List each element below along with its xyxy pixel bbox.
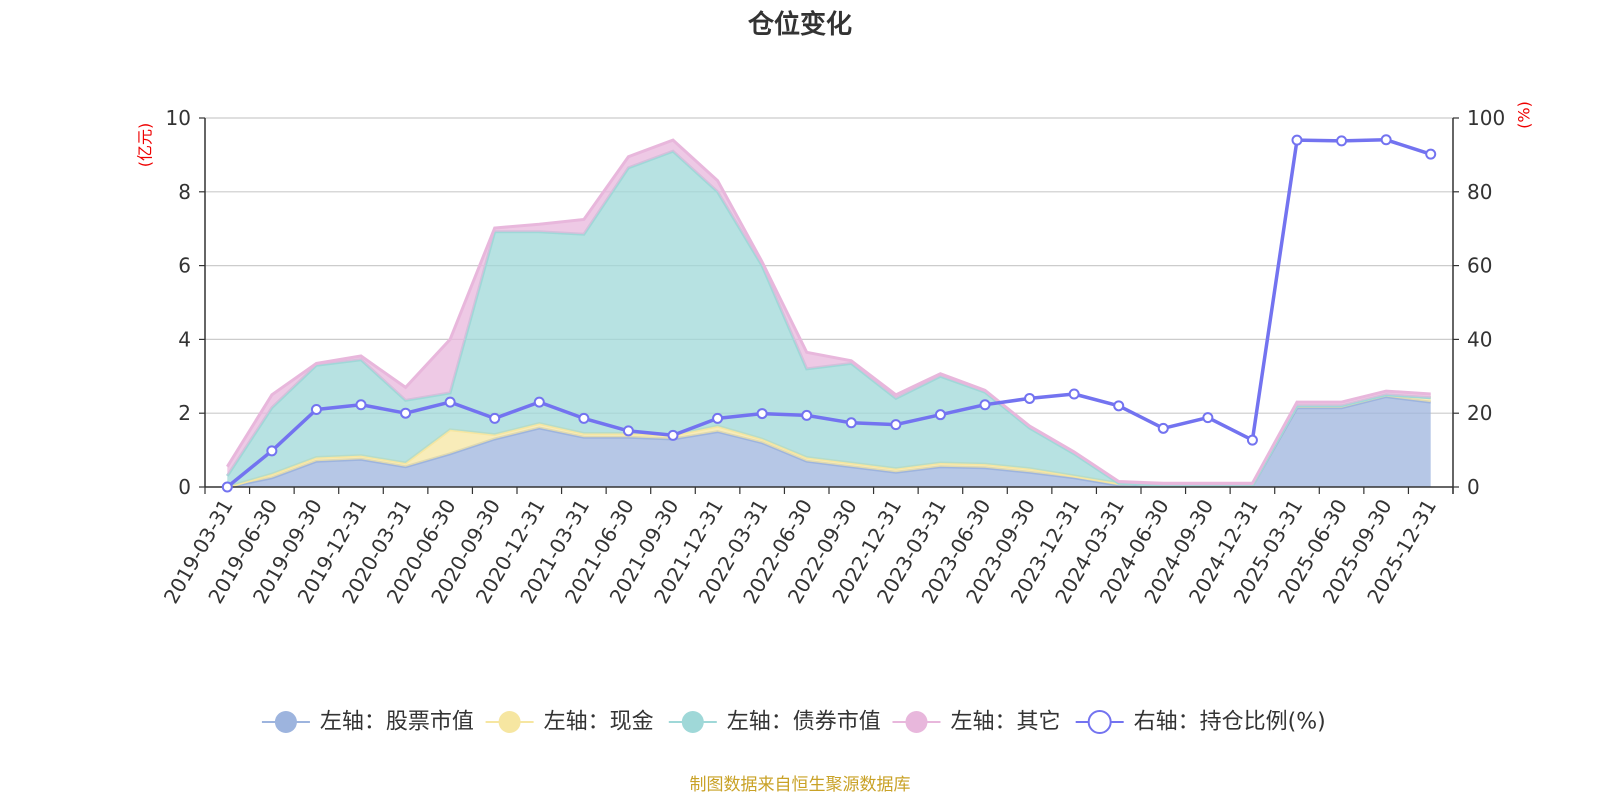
legend-item-5[interactable]: 右轴：持仓比例(%) [1075, 710, 1326, 735]
legend-item-4[interactable]: 左轴：其它 [892, 710, 1060, 735]
left-tick-label: 4 [178, 327, 191, 351]
area-series-1 [227, 396, 1431, 487]
line-point [890, 419, 902, 431]
legend-marker-icon [905, 711, 928, 733]
area-series-3 [227, 151, 1431, 487]
left-tick-label: 8 [178, 180, 191, 204]
line-point [979, 399, 991, 411]
area-edge-series-4 [226, 138, 1431, 485]
legend-label: 左轴：股票市值 [320, 710, 474, 735]
legend-item-1[interactable]: 左轴：股票市值 [261, 710, 474, 735]
right-tick-label: 80 [1467, 180, 1492, 204]
line-point [845, 417, 857, 429]
left-tick-label: 10 [166, 106, 191, 130]
line-point [667, 429, 679, 441]
right-tick-label: 60 [1467, 254, 1492, 278]
right-tick-label: 40 [1467, 327, 1492, 351]
legend-marker-icon [681, 711, 704, 733]
line-point [533, 396, 545, 408]
line-point [400, 407, 412, 419]
line-point [1068, 388, 1080, 400]
legend: 左轴：股票市值 左轴：现金 左轴：债券市值 左轴：其它 右轴：持仓比例(%) [261, 710, 1326, 735]
legend-label: 左轴：现金 [544, 710, 654, 735]
line-point [1246, 434, 1258, 446]
area-series-2 [227, 394, 1431, 487]
stacked-areas [226, 138, 1431, 489]
legend-label: 左轴：其它 [950, 710, 1060, 735]
line-point [444, 396, 456, 408]
legend-marker-icon [1087, 710, 1112, 734]
left-tick-label: 6 [178, 254, 191, 278]
line-point [1113, 400, 1125, 412]
right-tick-label: 20 [1467, 401, 1492, 425]
line-point [1291, 134, 1303, 146]
legend-marker-icon [274, 711, 297, 733]
gridlines [205, 117, 1453, 414]
legend-item-2[interactable]: 左轴：现金 [485, 710, 654, 735]
line-point [1336, 135, 1348, 147]
chart-title: 仓位变化 [747, 9, 852, 40]
line-point [266, 445, 278, 457]
left-axis-unit: (亿元) [136, 123, 155, 168]
line-point [1024, 392, 1036, 404]
line-point [489, 412, 501, 424]
left-tick-label: 0 [178, 475, 191, 499]
line-point [1157, 422, 1169, 434]
line-point [310, 404, 322, 416]
legend-marker-icon [498, 711, 521, 733]
line-point [934, 409, 946, 421]
line-point [712, 412, 724, 424]
line-point [1425, 148, 1437, 160]
right-tick-label: 100 [1467, 106, 1505, 130]
line-point [801, 409, 813, 421]
line-point [221, 481, 233, 493]
right-axis-unit: (%) [1515, 101, 1534, 129]
right-tick-label: 0 [1467, 475, 1480, 499]
line-point [756, 408, 768, 420]
line-point [355, 399, 367, 411]
position-ratio-line [221, 134, 1437, 493]
left-tick-label: 2 [178, 401, 191, 425]
line-path [226, 138, 1432, 489]
line-point [1202, 412, 1214, 424]
legend-label: 左轴：债券市值 [727, 710, 881, 735]
line-point [622, 425, 634, 437]
source-note: 制图数据来自恒生聚源数据库 [690, 775, 911, 795]
legend-item-3[interactable]: 左轴：债券市值 [668, 710, 881, 735]
line-point [578, 412, 590, 424]
line-point [1380, 134, 1392, 146]
legend-label: 右轴：持仓比例(%) [1134, 710, 1326, 735]
